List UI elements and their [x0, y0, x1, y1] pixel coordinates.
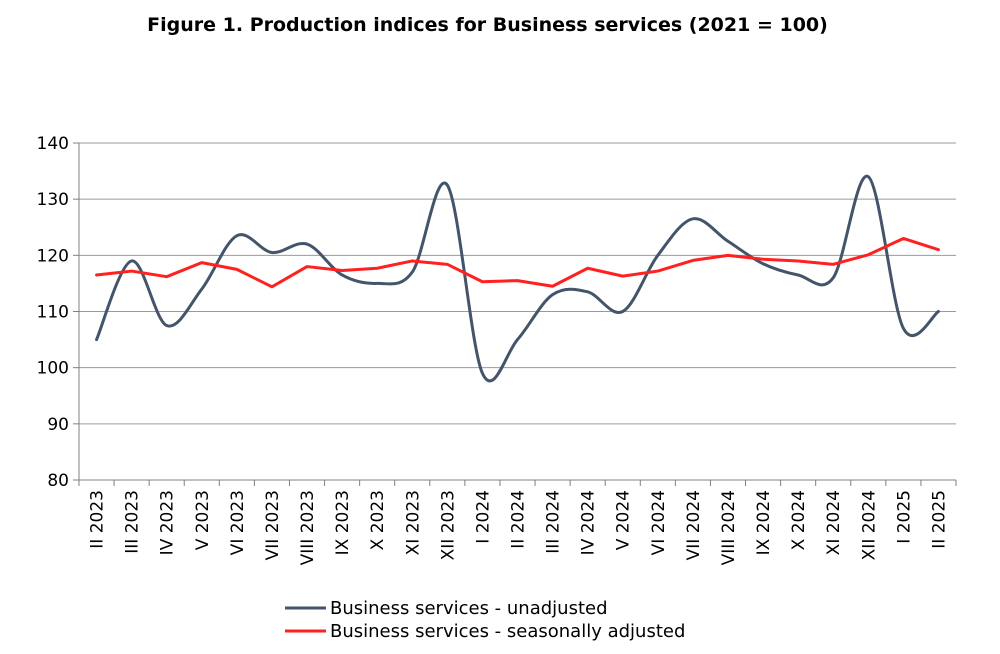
x-tick-label: VII 2023 [263, 490, 283, 560]
x-tick-label: II 2023 [88, 490, 108, 549]
x-tick-label: IV 2023 [158, 490, 178, 555]
legend-label: Business services - unadjusted [330, 598, 608, 619]
chart-title: Figure 1. Production indices for Busines… [147, 14, 828, 36]
x-tick-label: I 2025 [894, 490, 914, 544]
gridlines [79, 142, 956, 425]
x-tick-label: II 2025 [929, 490, 949, 549]
x-tick-label: XII 2023 [438, 490, 458, 560]
x-tick-label: XI 2023 [403, 490, 423, 555]
x-tick-label: VIII 2023 [298, 490, 318, 565]
y-tick-label: 130 [37, 190, 69, 210]
x-tick-label: III 2024 [544, 490, 564, 554]
series-line-seasonally-adjusted [95, 236, 940, 289]
x-tick-labels: II 2023 III 2023 IV 2023 V 2023 VI 2023 VII 2… [88, 490, 950, 565]
x-tick-label: VI 2024 [649, 490, 669, 555]
x-tick-label: V 2024 [614, 490, 634, 550]
x-tick-label: IV 2024 [579, 490, 599, 555]
x-tick-label: II 2024 [509, 490, 529, 549]
y-tick-label: 100 [37, 359, 69, 379]
series-line-unadjusted [95, 175, 940, 383]
series-lines [95, 175, 940, 383]
x-tick-label: I 2024 [473, 490, 493, 544]
axes [73, 142, 957, 486]
x-tick-label: X 2023 [368, 490, 388, 550]
x-tick-label: X 2024 [789, 490, 809, 550]
y-tick-label: 120 [37, 246, 69, 266]
x-tick-label: VI 2023 [228, 490, 248, 555]
x-tick-label: XII 2024 [859, 490, 879, 560]
x-tick-label: III 2023 [123, 490, 143, 554]
y-tick-label: 110 [37, 303, 69, 323]
y-tick-label: 140 [37, 134, 69, 154]
x-tick-label: V 2023 [193, 490, 213, 550]
y-tick-label: 90 [47, 415, 69, 435]
x-tick-label: IX 2023 [333, 490, 353, 555]
legend-label: Business services - seasonally adjusted [330, 621, 685, 642]
y-tick-labels: 80 90 100 110 120 130 140 [37, 134, 69, 491]
x-tick-label: XI 2024 [824, 490, 844, 555]
x-tick-label: VII 2024 [684, 490, 704, 560]
y-tick-label: 80 [47, 471, 69, 491]
x-tick-label: IX 2024 [754, 490, 774, 555]
x-tick-label: VIII 2024 [719, 490, 739, 565]
